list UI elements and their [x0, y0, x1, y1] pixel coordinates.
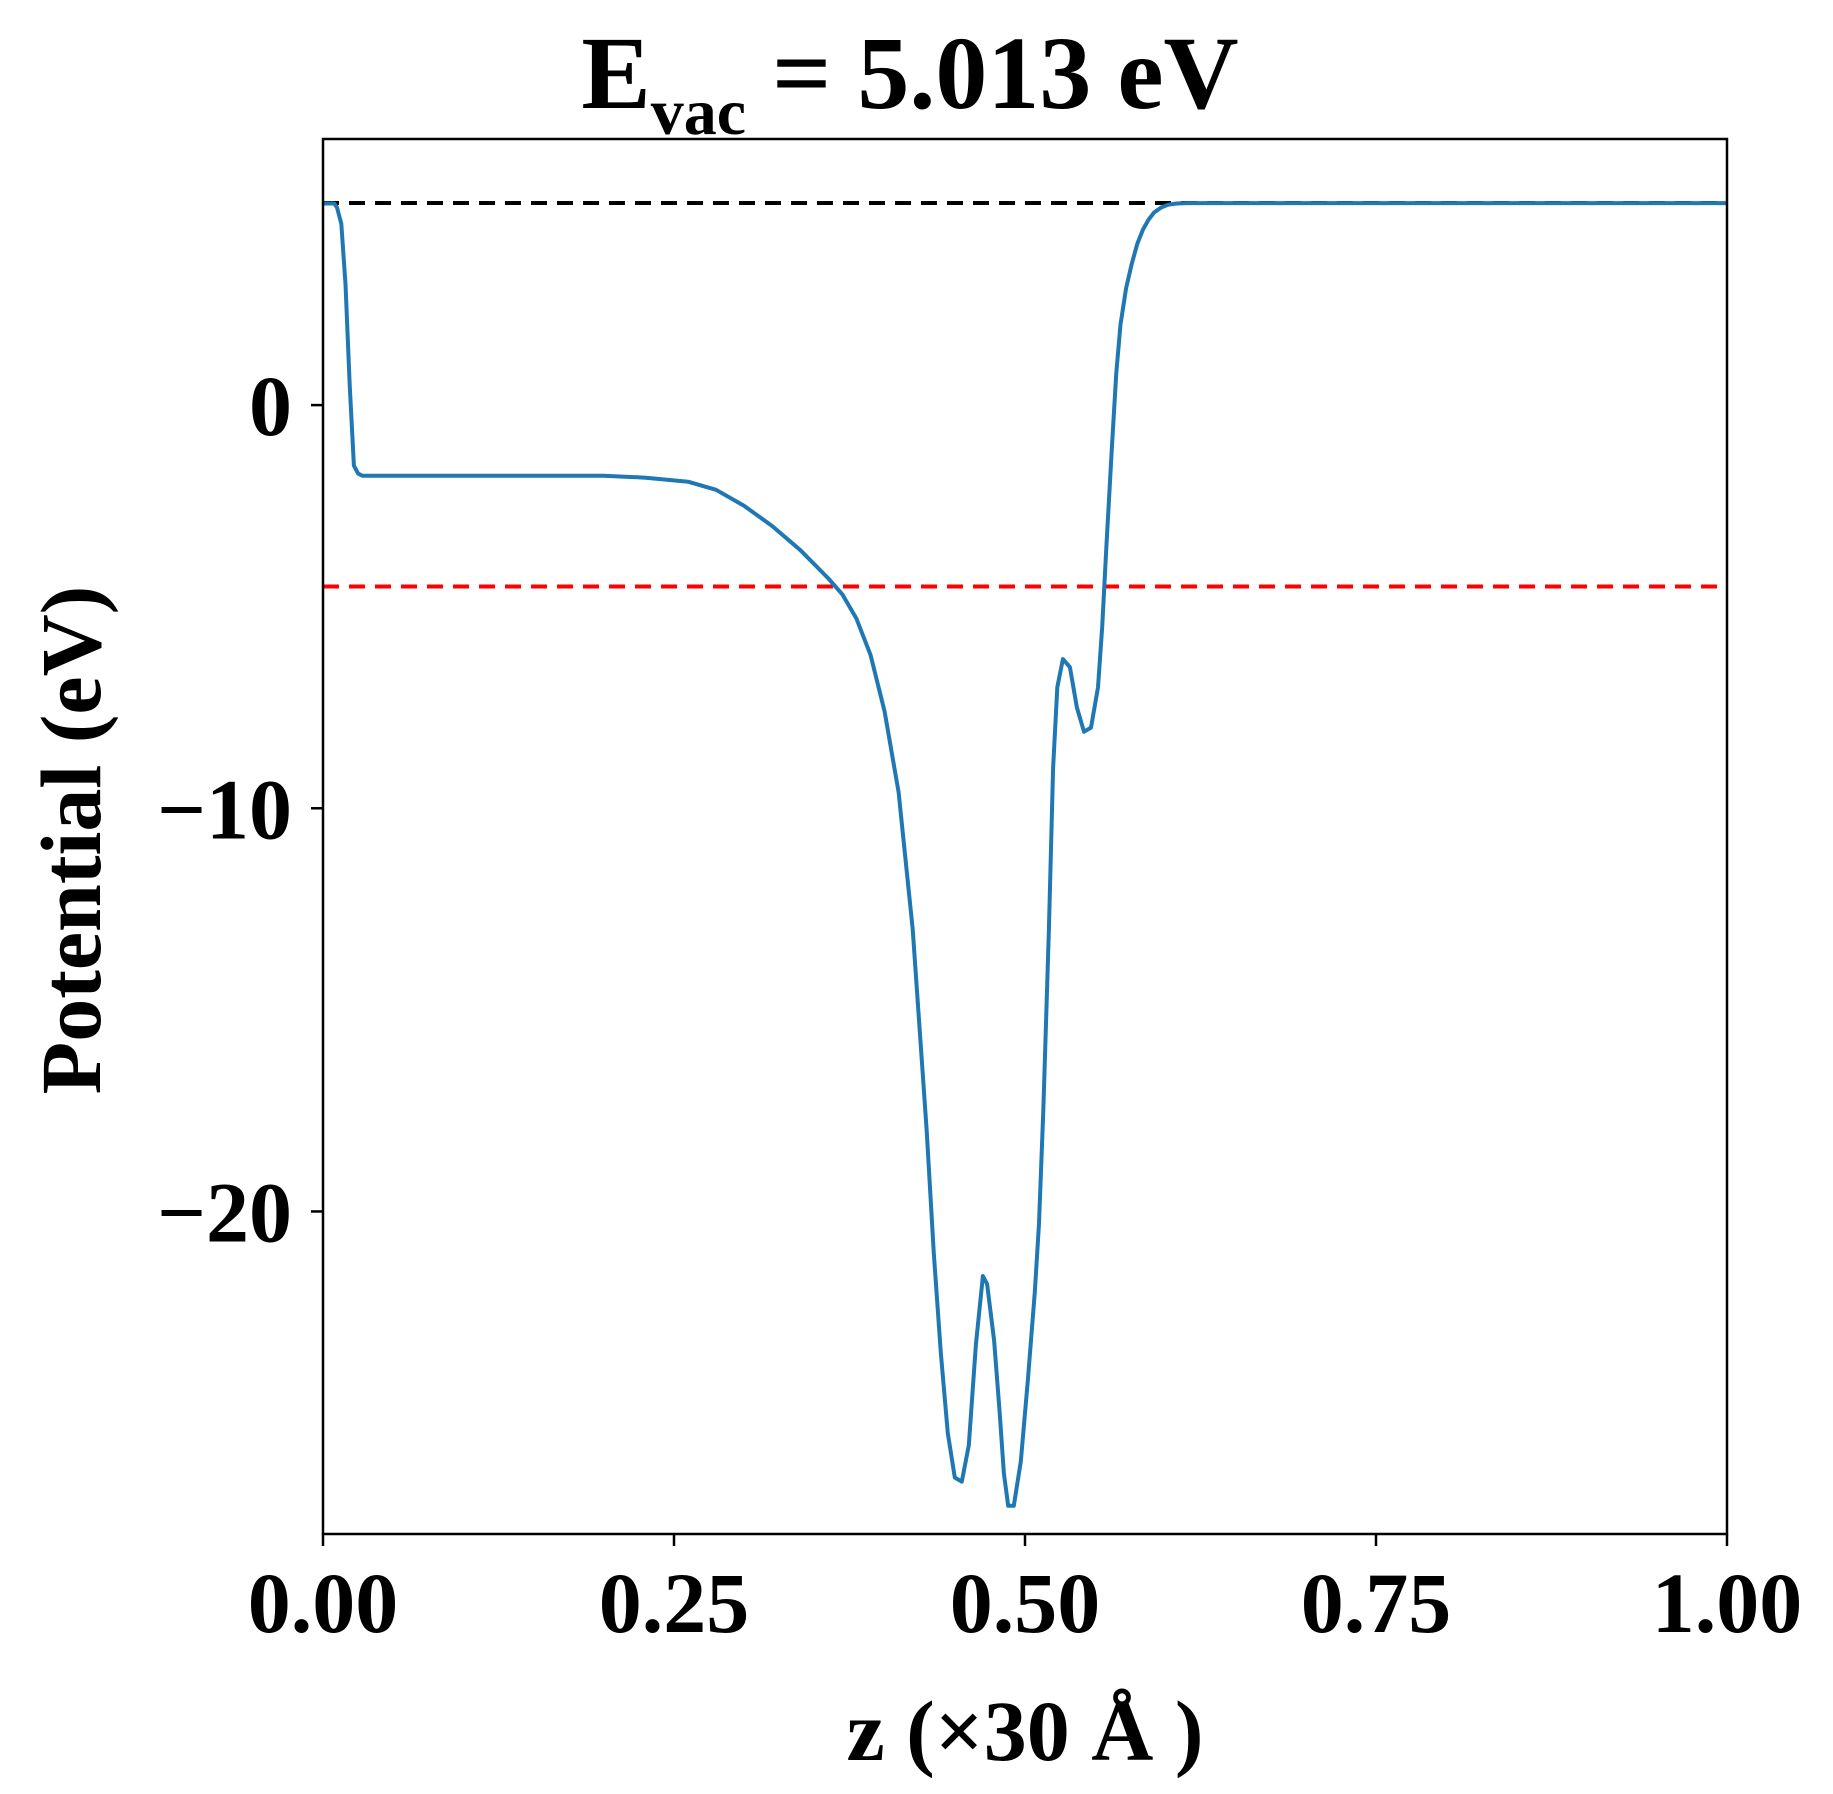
title-subscript: vac — [651, 76, 746, 149]
x-tick-label: 0.00 — [248, 1555, 399, 1651]
reference-lines — [323, 200, 1727, 589]
x-tick-label: 0.25 — [599, 1555, 750, 1651]
y-tick-label: −20 — [157, 1164, 292, 1260]
title-rest: = 5.013 eV — [746, 16, 1239, 131]
title-main: E — [581, 16, 650, 131]
y-axis-ticks: 0 −10 −20 — [157, 358, 323, 1260]
x-axis-ticks: 0.00 0.25 0.50 0.75 1.00 — [248, 1534, 1803, 1651]
x-axis-label: z (×30 Å ) — [846, 1683, 1203, 1779]
y-tick-label: 0 — [249, 358, 292, 454]
x-tick-label: 0.75 — [1301, 1555, 1452, 1651]
y-tick-label: −10 — [157, 761, 292, 857]
y-axis-label: Potential (eV) — [23, 586, 119, 1095]
plot-area: 0.00 0.25 0.50 0.75 1.00 0 −10 −20 — [157, 137, 1803, 1651]
axes-frame — [321, 137, 1729, 1536]
chart-title: Evac = 5.013 eV — [581, 16, 1238, 149]
x-tick-label: 0.50 — [950, 1555, 1101, 1651]
x-tick-label: 1.00 — [1652, 1555, 1803, 1651]
potential-series-line — [323, 201, 1727, 1508]
